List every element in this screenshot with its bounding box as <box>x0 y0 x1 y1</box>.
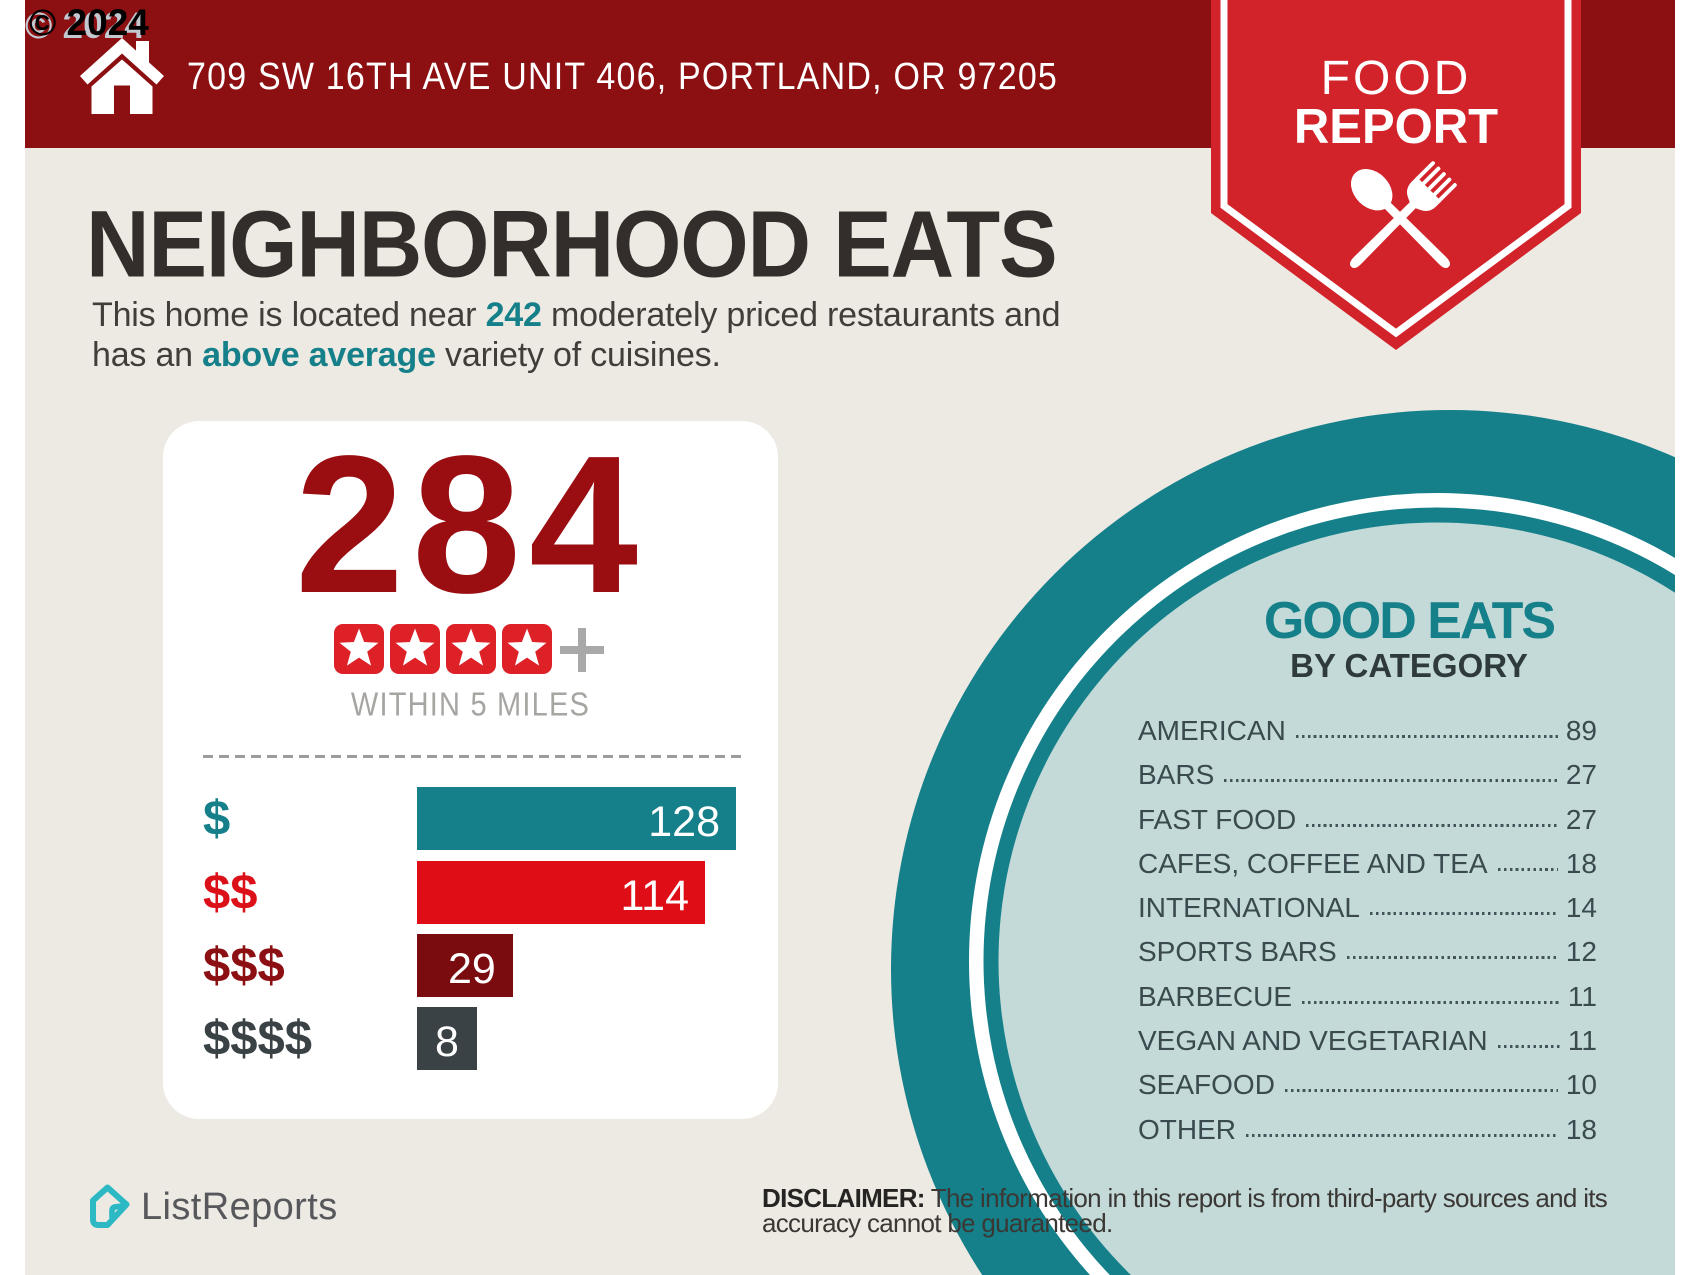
svg-text:FOOD: FOOD <box>1321 52 1472 105</box>
svg-text:REPORT: REPORT <box>1294 100 1498 154</box>
